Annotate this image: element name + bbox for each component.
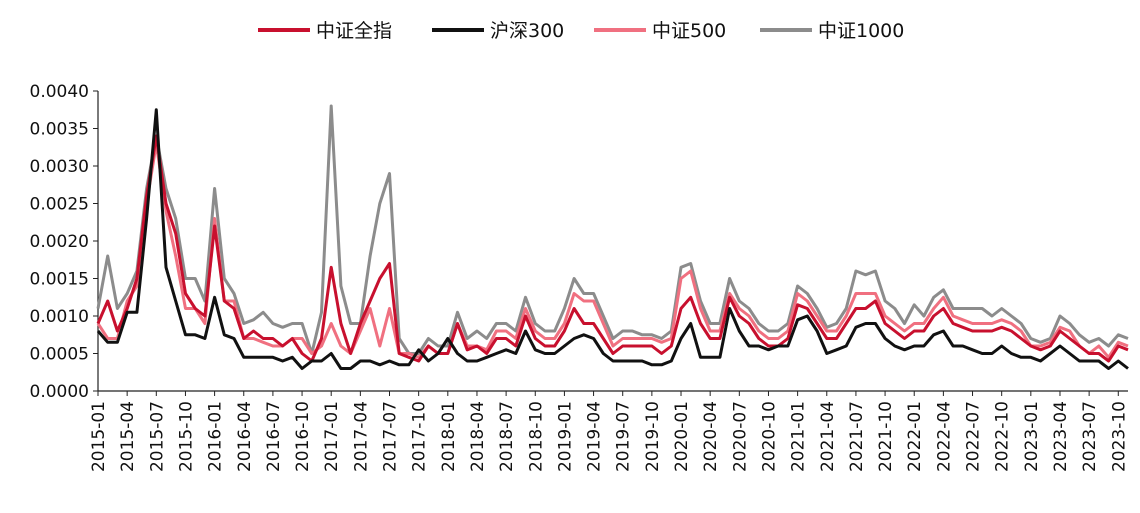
x-tick-label: 2023-01 (1022, 401, 1042, 472)
legend-label: 中证1000 (818, 20, 904, 42)
x-axis: 2015-01 2015-04 2015-07 2015-10 2016-01 2016-… (89, 390, 1129, 472)
x-tick-label: 2016-01 (206, 401, 226, 472)
y-axis: 0.0000 0.0005 0.0010 0.0015 0.0020 0.0025 0.00… (30, 82, 99, 402)
x-tick-label: 2022-04 (934, 401, 954, 472)
y-tick-label: 0.0005 (30, 345, 89, 365)
y-tick-label: 0.0015 (30, 270, 89, 290)
x-tick-label: 2017-04 (351, 401, 371, 472)
x-tick-label: 2020-10 (759, 401, 779, 472)
y-tick-label: 0.0010 (30, 307, 89, 327)
x-tick-label: 2020-07 (730, 401, 750, 472)
x-tick-label: 2023-07 (1080, 401, 1100, 472)
x-tick-label: 2017-07 (381, 401, 401, 472)
y-tick-label: 0.0020 (30, 232, 89, 252)
x-tick-label: 2020-01 (672, 401, 692, 472)
x-tick-label: 2015-04 (118, 401, 138, 472)
legend-label: 中证全指 (316, 20, 392, 42)
x-tick-label: 2021-01 (789, 401, 809, 472)
x-tick-label: 2016-10 (293, 401, 313, 472)
x-tick-label: 2023-04 (1051, 401, 1071, 472)
x-tick-label: 2022-07 (964, 401, 984, 472)
x-tick-label: 2023-10 (1109, 401, 1129, 472)
x-tick-label: 2016-04 (235, 401, 255, 472)
x-tick-label: 2019-01 (555, 401, 575, 472)
legend-label: 中证500 (652, 20, 726, 42)
y-tick-label: 0.0040 (30, 82, 89, 102)
y-tick-label: 0.0030 (30, 157, 89, 177)
x-tick-label: 2018-01 (439, 401, 459, 472)
x-tick-label: 2017-10 (410, 401, 430, 472)
x-tick-label: 2019-10 (643, 401, 663, 472)
x-tick-label: 2021-10 (876, 401, 896, 472)
series-line (96, 108, 1129, 370)
x-tick-label: 2021-07 (847, 401, 867, 472)
x-tick-label: 2022-10 (993, 401, 1013, 472)
x-tick-label: 2017-01 (322, 401, 342, 472)
x-tick-label: 2018-07 (497, 401, 517, 472)
x-tick-label: 2020-04 (701, 401, 721, 472)
x-tick-label: 2019-04 (585, 401, 605, 472)
x-tick-label: 2016-07 (264, 401, 284, 472)
x-tick-label: 2018-10 (526, 401, 546, 472)
series-line (96, 104, 1129, 355)
series-lines (96, 104, 1129, 370)
x-tick-label: 2015-01 (89, 401, 109, 472)
y-tick-label: 0.0035 (30, 120, 89, 140)
series-line (96, 134, 1129, 363)
x-tick-label: 2018-04 (468, 401, 488, 472)
y-tick-label: 0.0000 (30, 382, 89, 402)
legend-label: 沪深300 (490, 20, 564, 42)
chart-legend: 中证全指 沪深300 中证500 中证1000 (258, 20, 904, 42)
x-tick-label: 2015-10 (176, 401, 196, 472)
x-tick-label: 2022-01 (905, 401, 925, 472)
x-tick-label: 2015-07 (147, 401, 167, 472)
x-tick-label: 2019-07 (614, 401, 634, 472)
x-tick-label: 2021-04 (818, 401, 838, 472)
series-line (96, 142, 1129, 359)
y-tick-label: 0.0025 (30, 195, 89, 215)
